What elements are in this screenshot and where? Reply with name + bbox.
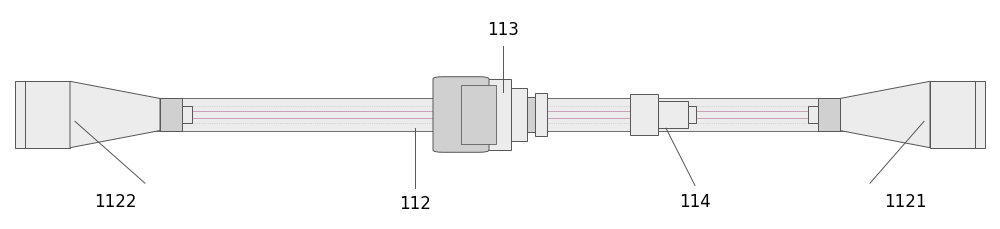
Text: 112: 112 bbox=[399, 195, 431, 213]
Polygon shape bbox=[70, 81, 160, 148]
Bar bbox=[182, 106, 192, 123]
Bar bbox=[688, 106, 696, 123]
Text: 114: 114 bbox=[679, 193, 711, 210]
Bar bbox=[535, 93, 547, 136]
Polygon shape bbox=[840, 81, 930, 148]
Bar bbox=[818, 98, 840, 131]
Bar bbox=[461, 79, 511, 150]
Bar bbox=[930, 81, 985, 148]
Text: 113: 113 bbox=[487, 21, 519, 39]
Bar bbox=[808, 106, 818, 123]
Bar bbox=[658, 101, 688, 128]
Bar bbox=[630, 94, 658, 135]
Bar bbox=[511, 88, 527, 141]
Text: 1122: 1122 bbox=[94, 193, 136, 210]
Text: 1121: 1121 bbox=[884, 193, 926, 210]
Bar bbox=[527, 97, 535, 132]
Bar bbox=[15, 81, 70, 148]
Bar bbox=[55, 98, 945, 131]
FancyBboxPatch shape bbox=[433, 77, 489, 152]
Bar bbox=[461, 85, 496, 144]
Bar bbox=[160, 98, 182, 131]
